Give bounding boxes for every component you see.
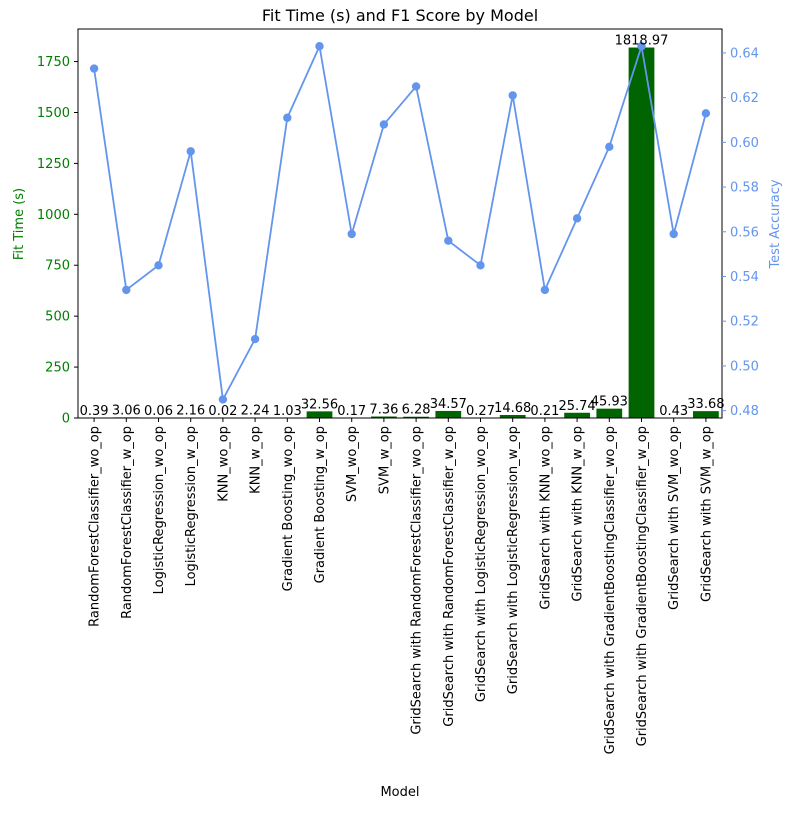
- accuracy-point: [186, 147, 195, 156]
- bar-value-label: 3.06: [112, 403, 141, 418]
- y2-tick-label: 0.50: [730, 359, 759, 374]
- bars-layer: [81, 47, 719, 418]
- y2-tick-label: 0.54: [730, 270, 759, 285]
- x-tick-label: SVM_wo_op: [345, 426, 360, 502]
- accuracy-point: [637, 42, 646, 51]
- bar-value-label: 0.27: [466, 404, 495, 419]
- accuracy-point: [379, 120, 389, 129]
- bar-value-label: 1818.97: [615, 34, 669, 49]
- y2-tick-label: 0.60: [730, 136, 759, 151]
- chart-title: Fit Time (s) and F1 Score by Model: [262, 6, 538, 25]
- bar-value-label: 6.28: [402, 403, 431, 418]
- accuracy-point: [701, 109, 711, 118]
- accuracy-point: [605, 142, 614, 152]
- bar-value-label: 0.17: [337, 404, 366, 419]
- x-tick-label: SVM_w_op: [377, 426, 392, 494]
- y-tick-label: 1000: [37, 208, 70, 223]
- bar: [693, 411, 719, 418]
- bar-value-label: 1.03: [273, 404, 302, 419]
- accuracy-point: [476, 261, 485, 270]
- bar: [306, 411, 333, 418]
- bar-value-label: 0.21: [530, 404, 559, 419]
- accuracy-line: [93, 43, 707, 403]
- bar-value-label: 0.43: [659, 404, 688, 419]
- bar-value-label: 0.02: [208, 404, 237, 419]
- y2-tick-label: 0.52: [730, 315, 759, 330]
- bar: [371, 416, 397, 418]
- bar-labels-layer: 0.39 3.06 0.06 2.16 0.02 2.24 1.03 32.56 0.17 7.3…: [80, 34, 725, 419]
- accuracy-point: [283, 113, 292, 122]
- bar-value-label: 7.36: [369, 403, 398, 418]
- bar-value-label: 0.06: [144, 404, 173, 419]
- y2-tick-label: 0.62: [730, 91, 759, 106]
- bar: [435, 410, 462, 418]
- right-axis: 0.48 0.50 0.52 0.54 0.56 0.58 0.60 0.62 0.64: [722, 46, 759, 419]
- y2-tick-label: 0.56: [730, 225, 759, 240]
- x-tick-label: GridSearch with KNN_w_op: [571, 426, 586, 602]
- y-tick-label: 750: [45, 259, 70, 274]
- y-tick-label: 1500: [37, 106, 70, 121]
- accuracy-point: [347, 229, 356, 239]
- bar-value-label: 0.39: [80, 404, 109, 419]
- y-tick-label: 0: [62, 412, 70, 427]
- bar-value-label: 33.68: [687, 397, 724, 412]
- accuracy-point: [540, 285, 550, 295]
- x-tick-label: Gradient Boosting_wo_op: [281, 426, 296, 591]
- x-tick-label: GridSearch with LogisticRegression_wo_op: [474, 426, 489, 702]
- accuracy-point: [154, 261, 163, 270]
- bar-value-label: 14.68: [494, 401, 531, 416]
- bar: [403, 416, 429, 418]
- x-tick-label: LogisticRegression_wo_op: [152, 426, 167, 594]
- x-tick-label: GridSearch with SVM_wo_op: [667, 426, 682, 610]
- accuracy-point: [508, 91, 517, 100]
- bar-value-label: 32.56: [301, 397, 338, 412]
- x-axis-title: Model: [380, 785, 419, 800]
- x-tick-label: GridSearch with GradientBoostingClassifi…: [603, 426, 618, 754]
- left-axis: 0 250 500 750 1000 1250 1500 1750: [37, 55, 78, 427]
- y2-tick-label: 0.48: [730, 404, 759, 419]
- x-tick-label: KNN_w_op: [249, 426, 264, 494]
- y-tick-label: 500: [45, 310, 70, 325]
- y-axis-title: Fit Time (s): [12, 188, 27, 260]
- bar-value-label: 45.93: [591, 395, 628, 410]
- accuracy-point: [218, 395, 228, 404]
- accuracy-line-layer: [89, 42, 711, 404]
- y2-axis-title: Test Accuracy: [768, 179, 783, 269]
- bar: [628, 47, 655, 418]
- y2-tick-label: 0.64: [730, 46, 759, 61]
- x-tick-label: RandomForestClassifier_wo_op: [88, 426, 103, 627]
- x-tick-label: GridSearch with KNN_wo_op: [538, 426, 553, 610]
- x-tick-label: GridSearch with RandomForestClassifier_w…: [410, 426, 425, 735]
- bar-value-label: 25.74: [558, 399, 595, 414]
- y2-tick-label: 0.58: [730, 181, 759, 196]
- accuracy-point: [669, 229, 678, 239]
- bar: [499, 415, 526, 418]
- accuracy-point: [572, 214, 582, 223]
- y-tick-label: 1750: [37, 55, 70, 70]
- bar-value-label: 2.24: [241, 404, 270, 419]
- accuracy-point: [315, 42, 324, 51]
- accuracy-point: [411, 82, 421, 91]
- x-tick-label: RandomForestClassifier_w_op: [120, 426, 135, 619]
- bar-value-label: 2.16: [176, 404, 205, 419]
- bar: [564, 412, 590, 418]
- x-tick-label: KNN_wo_op: [216, 426, 231, 502]
- x-tick-label: GridSearch with LogisticRegression_w_op: [506, 426, 521, 694]
- y-tick-label: 1250: [37, 157, 70, 172]
- x-tick-label: GridSearch with SVM_w_op: [699, 426, 714, 602]
- bar-value-label: 34.57: [430, 397, 467, 412]
- bar: [596, 408, 623, 418]
- accuracy-point: [89, 64, 99, 73]
- x-tick-label: Gradient Boosting_w_op: [313, 426, 328, 583]
- accuracy-point: [122, 285, 131, 295]
- x-tick-label: LogisticRegression_w_op: [184, 426, 199, 586]
- y-tick-label: 250: [45, 361, 70, 376]
- x-axis: RandomForestClassifier_wo_op RandomForest…: [88, 418, 714, 754]
- plot-frame: [77, 28, 723, 419]
- x-tick-label: GridSearch with RandomForestClassifier_w…: [442, 426, 457, 727]
- accuracy-point: [444, 236, 453, 245]
- accuracy-point: [250, 334, 260, 344]
- x-tick-label: GridSearch with GradientBoostingClassifi…: [635, 426, 650, 746]
